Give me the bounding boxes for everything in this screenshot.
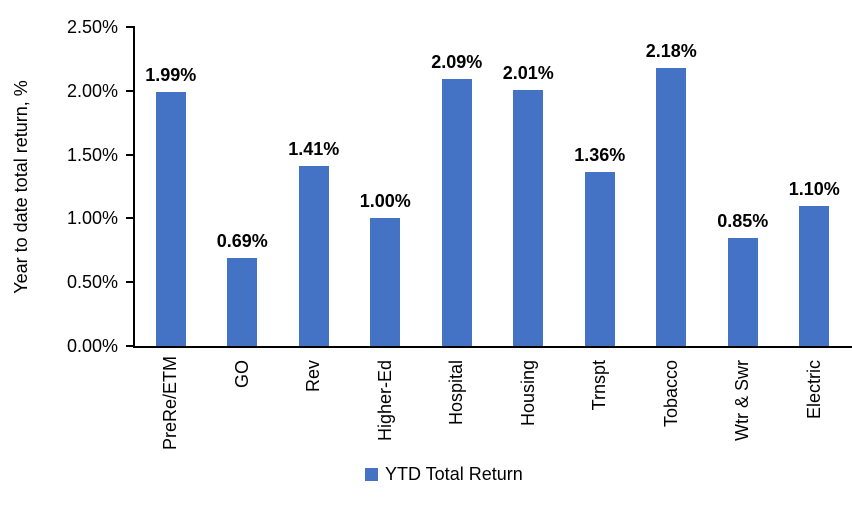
y-tick-label: 1.50% (66, 144, 118, 165)
y-tick-mark (126, 153, 133, 156)
bar-higher-ed (370, 218, 401, 346)
bar-tobacco (656, 67, 687, 346)
bar-go (227, 257, 258, 346)
bar-electric (799, 205, 830, 346)
bar-value-label: 1.99% (145, 65, 197, 86)
bar-value-label: 2.18% (645, 40, 697, 61)
x-axis-label: PreRe/ETM (160, 355, 181, 450)
x-axis-label: GO (231, 360, 252, 389)
bar-value-label: 0.85% (717, 210, 769, 231)
x-axis-label: Tobacco (660, 360, 681, 428)
x-axis-label: Rev (303, 360, 324, 393)
y-tick-mark (126, 26, 133, 28)
y-tick-label: 2.50% (66, 17, 118, 37)
bar-wtr-swr (727, 237, 758, 346)
x-axis-label: Hospital (446, 360, 467, 426)
bar-value-label: 2.01% (502, 62, 554, 83)
y-axis-title: Year to date total return, % (11, 80, 31, 294)
y-tick-mark (126, 281, 133, 284)
x-axis-label: Higher-Ed (374, 360, 395, 442)
y-tick-label: 0.50% (66, 272, 118, 293)
y-tick-mark (126, 217, 133, 220)
bar-trnspt (584, 172, 615, 346)
legend-swatch-icon (365, 467, 378, 481)
y-tick-label: 2.00% (66, 80, 118, 101)
legend: YTD Total Return (365, 463, 523, 485)
bar-housing (513, 89, 544, 346)
y-axis-line (133, 26, 135, 348)
x-axis-label: Trnspt (589, 360, 610, 411)
y-tick-mark (126, 345, 133, 347)
x-axis-line (133, 346, 852, 348)
bar-value-label: 1.00% (359, 191, 411, 212)
x-axis-label: Electric (803, 360, 824, 420)
bar-value-label: 1.10% (788, 178, 840, 199)
bar-value-label: 1.36% (574, 145, 626, 166)
bar-hospital (441, 79, 472, 346)
x-axis-label: Housing (517, 360, 538, 427)
bar-value-label: 0.69% (216, 230, 268, 251)
legend-label: YTD Total Return (385, 464, 523, 484)
y-tick-label: 1.00% (66, 208, 118, 229)
bar-prere-etm (155, 92, 186, 346)
bar-value-label: 2.09% (431, 52, 483, 73)
bar-value-label: 1.41% (288, 139, 340, 160)
y-tick-label: 0.00% (66, 336, 118, 356)
y-tick-mark (126, 89, 133, 92)
bar-rev (298, 166, 329, 346)
x-axis-label: Wtr & Swr (732, 360, 753, 441)
